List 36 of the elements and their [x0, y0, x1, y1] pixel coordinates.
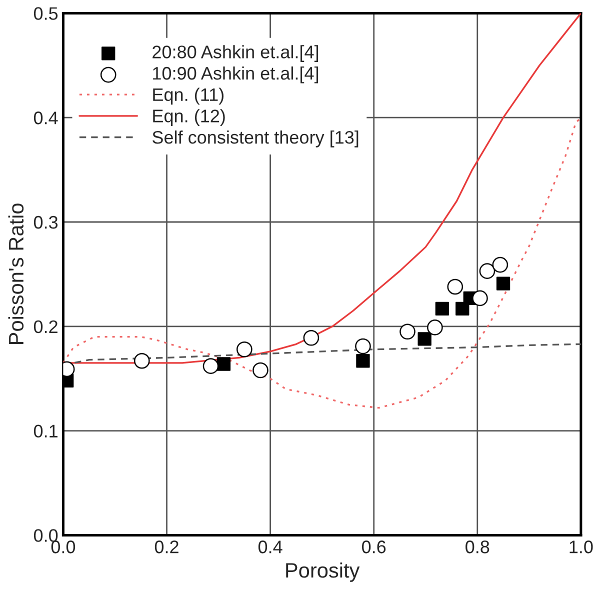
- legend-label: Eqn. (12): [153, 109, 225, 126]
- y-axis-title: Poisson's Ratio: [8, 204, 24, 344]
- point: [447, 278, 464, 295]
- x-tick-label: 0.2: [154, 540, 178, 554]
- legend-label: Self consistent theory [13]: [152, 130, 358, 148]
- y-tick-label: 0.3: [34, 216, 58, 229]
- point: [472, 290, 488, 306]
- y-tick-label: 0.2: [34, 320, 58, 334]
- x-tick-label: 0.8: [466, 540, 490, 554]
- point: [355, 338, 371, 354]
- x-tick-label: 1.0: [570, 540, 593, 554]
- point: [427, 320, 443, 336]
- legend-label: 20:80 Ashkin et.al.[4]: [152, 45, 318, 62]
- point: [479, 263, 496, 279]
- legend-label: Eqn. (11): [153, 88, 224, 105]
- point: [356, 354, 370, 368]
- x-tick-label: 0.6: [362, 540, 386, 554]
- y-tick-label: 0.5: [34, 7, 58, 20]
- point: [418, 332, 432, 346]
- point: [236, 341, 252, 358]
- x-tick-label: 0.0: [51, 540, 76, 554]
- point: [216, 357, 231, 371]
- point: [435, 302, 450, 316]
- point: [202, 358, 219, 374]
- y-tick-label: 0.4: [34, 112, 58, 124]
- point: [400, 324, 416, 340]
- legend-label: 10:90 Ashkin et.al.[4]: [153, 66, 318, 84]
- x-axis-title: Porosity: [286, 562, 360, 582]
- point: [252, 362, 268, 378]
- point: [496, 276, 510, 290]
- y-tick-label: 0.1: [34, 424, 58, 438]
- y-tick-label: 0.0: [34, 529, 58, 542]
- point: [303, 330, 320, 346]
- point: [492, 256, 508, 273]
- point: [134, 352, 150, 369]
- x-tick-label: 0.4: [258, 540, 282, 554]
